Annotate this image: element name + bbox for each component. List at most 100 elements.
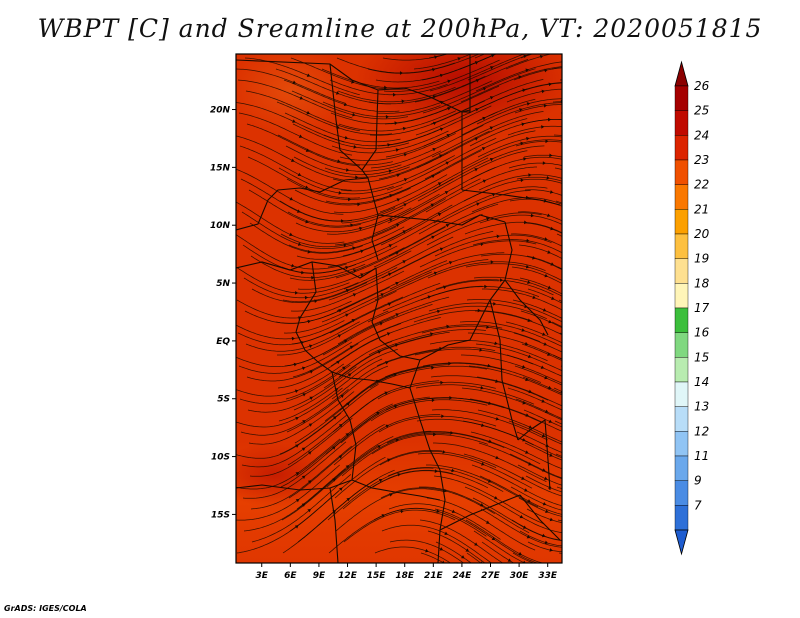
streamline-arrow: [308, 423, 313, 427]
streamline: [511, 519, 562, 541]
streamline: [334, 450, 443, 499]
streamline-arrow: [548, 419, 553, 423]
lat-tick-label: 10S: [211, 453, 230, 463]
streamline: [236, 464, 340, 521]
streamline-arrow: [550, 262, 555, 266]
streamline-arrow: [403, 153, 408, 157]
streamline-arrow: [403, 203, 407, 207]
streamline-arrow: [544, 476, 548, 481]
streamline-arrow: [481, 462, 485, 466]
streamline: [335, 488, 445, 532]
streamline: [247, 366, 357, 413]
streamline: [512, 552, 535, 563]
streamline: [553, 387, 562, 393]
lon-tick-label: 30E: [510, 571, 530, 581]
streamline: [326, 430, 432, 488]
streamline-arrow: [527, 499, 531, 503]
streamline-arrow: [337, 159, 341, 163]
streamline-arrow: [400, 509, 404, 514]
streamline-arrow: [492, 49, 496, 52]
streamline-arrow: [564, 488, 567, 492]
streamline: [388, 203, 499, 257]
streamline-arrow: [311, 275, 315, 280]
streamline-arrow: [457, 57, 461, 61]
streamline: [292, 123, 410, 149]
streamline-arrow: [309, 396, 313, 400]
streamline-arrow: [332, 478, 336, 482]
streamline-arrow: [507, 558, 512, 562]
streamline: [295, 403, 393, 477]
streamline: [506, 354, 562, 377]
streamline-arrow: [477, 308, 481, 313]
streamline-arrow: [389, 493, 393, 497]
streamline-arrow: [302, 393, 306, 397]
legend-swatch: [674, 406, 689, 432]
country-borders: [236, 54, 561, 563]
streamline: [431, 111, 544, 158]
streamline-arrow: [444, 191, 449, 195]
streamline: [236, 68, 346, 104]
streamline: [380, 487, 495, 515]
streamline-arrow: [518, 75, 522, 79]
streamline-arrow: [523, 54, 527, 59]
streamline-arrow: [304, 295, 309, 300]
streamline: [342, 469, 454, 510]
country-border: [517, 419, 551, 491]
streamline-arrow: [427, 295, 432, 299]
streamline: [328, 507, 437, 554]
streamline-arrow: [520, 178, 524, 183]
streamline: [336, 260, 448, 312]
streamline: [467, 54, 532, 81]
streamline-arrow: [302, 420, 306, 424]
streamline-arrow: [447, 79, 451, 84]
country-border: [351, 479, 441, 501]
streamline-arrow: [445, 223, 450, 228]
streamline-arrow: [544, 375, 548, 380]
streamline-arrow: [294, 525, 299, 529]
streamline: [241, 414, 348, 468]
streamline: [245, 90, 360, 132]
streamline-arrow: [385, 114, 390, 119]
streamline-arrow: [460, 555, 465, 559]
streamline: [460, 66, 562, 103]
streamline: [377, 105, 492, 147]
streamline: [469, 398, 562, 432]
streamline: [556, 233, 562, 237]
legend-label: 24: [694, 128, 709, 142]
streamline: [505, 54, 553, 70]
streamline-arrow: [562, 168, 565, 172]
streamline: [555, 200, 562, 204]
streamline: [333, 174, 448, 213]
streamline: [237, 79, 353, 119]
streamline-arrow: [541, 89, 545, 94]
streamline-arrow: [493, 301, 497, 306]
streamline: [236, 201, 345, 244]
streamline-arrow: [301, 366, 306, 371]
streamline: [285, 341, 392, 400]
streamline-arrow: [546, 176, 550, 180]
legend-label: 23: [694, 153, 709, 167]
streamline-arrow: [350, 223, 354, 228]
streamline: [415, 384, 535, 405]
streamline: [288, 423, 385, 499]
lon-tick-label: 27E: [481, 571, 501, 581]
streamline: [292, 323, 402, 378]
streamline-arrow: [525, 264, 530, 269]
footer-credit: GrADS: IGES/COLA: [4, 604, 87, 613]
legend-swatch: [674, 381, 689, 407]
streamline: [555, 453, 562, 457]
streamline: [343, 236, 454, 290]
streamline: [421, 54, 497, 81]
streamline-arrow: [396, 198, 401, 202]
streamline-arrow: [522, 438, 526, 442]
streamline-arrow: [345, 433, 349, 437]
streamline: [340, 155, 455, 192]
streamline: [338, 331, 450, 378]
streamline: [466, 299, 562, 323]
streamline: [431, 409, 548, 441]
streamline: [369, 100, 485, 136]
streamline-arrow: [345, 313, 349, 317]
streamline-arrow: [308, 344, 313, 348]
streamline: [323, 335, 432, 389]
streamline-arrow: [565, 367, 569, 370]
